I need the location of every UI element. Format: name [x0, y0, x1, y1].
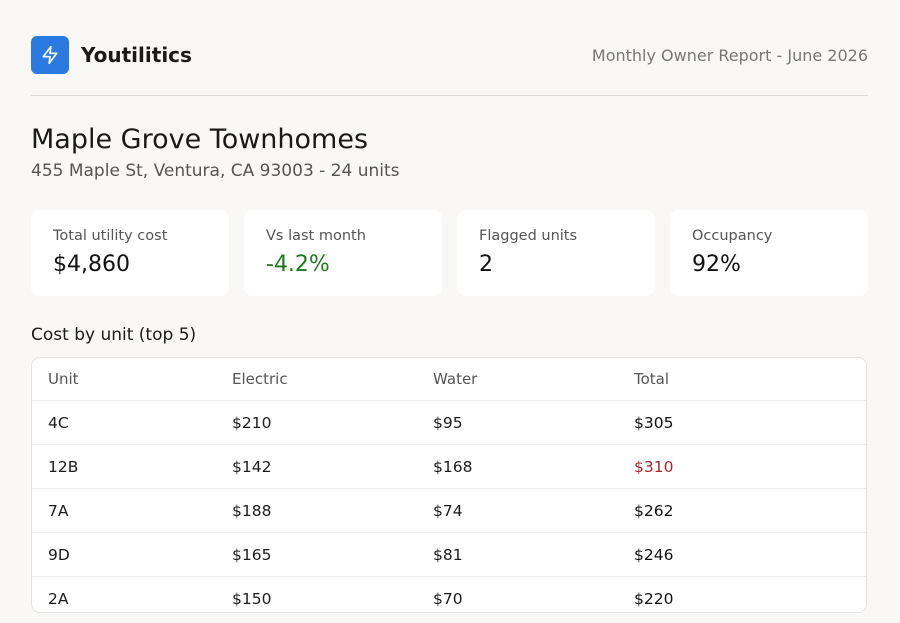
table-row[interactable]: 12B $142 $168 $310: [32, 445, 866, 489]
kpi-label: Total utility cost: [53, 228, 168, 244]
cell-electric: $142: [232, 457, 272, 476]
cell-electric: $210: [232, 413, 272, 432]
cell-water: $81: [433, 545, 463, 564]
app-name: Youtilitics: [81, 43, 192, 67]
cell-electric: $165: [232, 545, 272, 564]
table-row[interactable]: 4C $210 $95 $305: [32, 401, 866, 445]
kpi-value: $4,860: [53, 252, 130, 277]
column-header-water: Water: [433, 370, 478, 388]
kpi-value: -4.2%: [266, 252, 330, 277]
kpi-label: Flagged units: [479, 228, 578, 244]
cell-total: $262: [634, 501, 674, 520]
cell-total: $220: [634, 589, 674, 608]
table-header-row: Unit Electric Water Total: [32, 358, 866, 401]
column-header-electric: Electric: [232, 370, 288, 388]
kpi-card-total-cost: Total utility cost $4,860: [31, 210, 229, 296]
table-row[interactable]: 2A $150 $70 $220: [32, 577, 866, 612]
cell-electric: $188: [232, 501, 272, 520]
cell-water: $70: [433, 589, 463, 608]
cell-total: $305: [634, 413, 674, 432]
column-header-total: Total: [634, 370, 670, 388]
kpi-card-occupancy: Occupancy 92%: [670, 210, 868, 296]
cell-unit: 12B: [48, 457, 79, 476]
cell-unit: 2A: [48, 589, 69, 608]
cell-water: $168: [433, 457, 473, 476]
cost-by-unit-table: Unit Electric Water Total 4C $210 $95 $3…: [31, 357, 867, 613]
table-row[interactable]: 7A $188 $74 $262: [32, 489, 866, 533]
kpi-label: Occupancy: [692, 228, 773, 244]
column-header-unit: Unit: [48, 370, 79, 388]
kpi-value: 92%: [692, 252, 741, 277]
header: Youtilitics Monthly Owner Report - June …: [31, 36, 868, 74]
header-divider: [31, 95, 868, 96]
cell-unit: 4C: [48, 413, 69, 432]
table-title: Cost by unit (top 5): [31, 325, 197, 345]
cell-unit: 7A: [48, 501, 69, 520]
property-address: 455 Maple St, Ventura, CA 93003 - 24 uni…: [31, 161, 400, 181]
cell-water: $95: [433, 413, 463, 432]
cell-total: $246: [634, 545, 674, 564]
table-row[interactable]: 9D $165 $81 $246: [32, 533, 866, 577]
kpi-card-vs-last-month: Vs last month -4.2%: [244, 210, 442, 296]
cell-electric: $150: [232, 589, 272, 608]
kpi-value: 2: [479, 252, 493, 277]
property-name: Maple Grove Townhomes: [31, 124, 369, 155]
lightning-bolt-icon: [31, 36, 69, 74]
kpi-label: Vs last month: [266, 228, 366, 244]
kpi-card-flagged-units: Flagged units 2: [457, 210, 655, 296]
cell-unit: 9D: [48, 545, 70, 564]
brand[interactable]: Youtilitics: [31, 36, 192, 74]
cell-water: $74: [433, 501, 463, 520]
kpi-cards: Total utility cost $4,860 Vs last month …: [31, 210, 868, 296]
cell-total-flagged: $310: [634, 457, 674, 476]
report-title: Monthly Owner Report - June 2026: [591, 45, 868, 65]
